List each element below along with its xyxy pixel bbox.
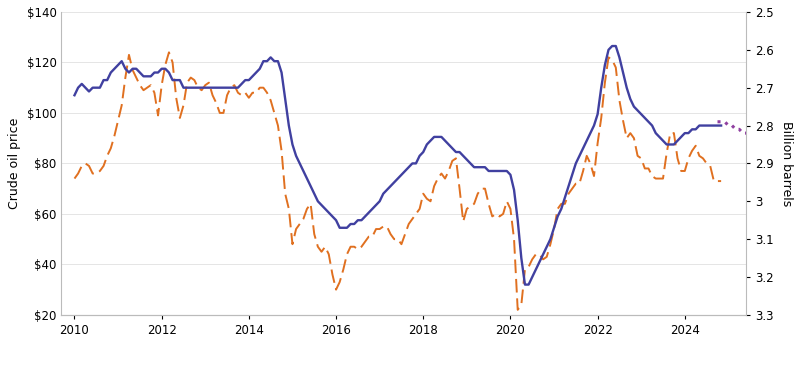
Y-axis label: Billion barrels: Billion barrels [780, 121, 793, 206]
Legend: Brent crude (left axis), OECD inventories (inverse, right axis), EIA forecast (i: Brent crude (left axis), OECD inventorie… [36, 381, 703, 384]
Y-axis label: Crude oil price: Crude oil price [8, 118, 21, 209]
